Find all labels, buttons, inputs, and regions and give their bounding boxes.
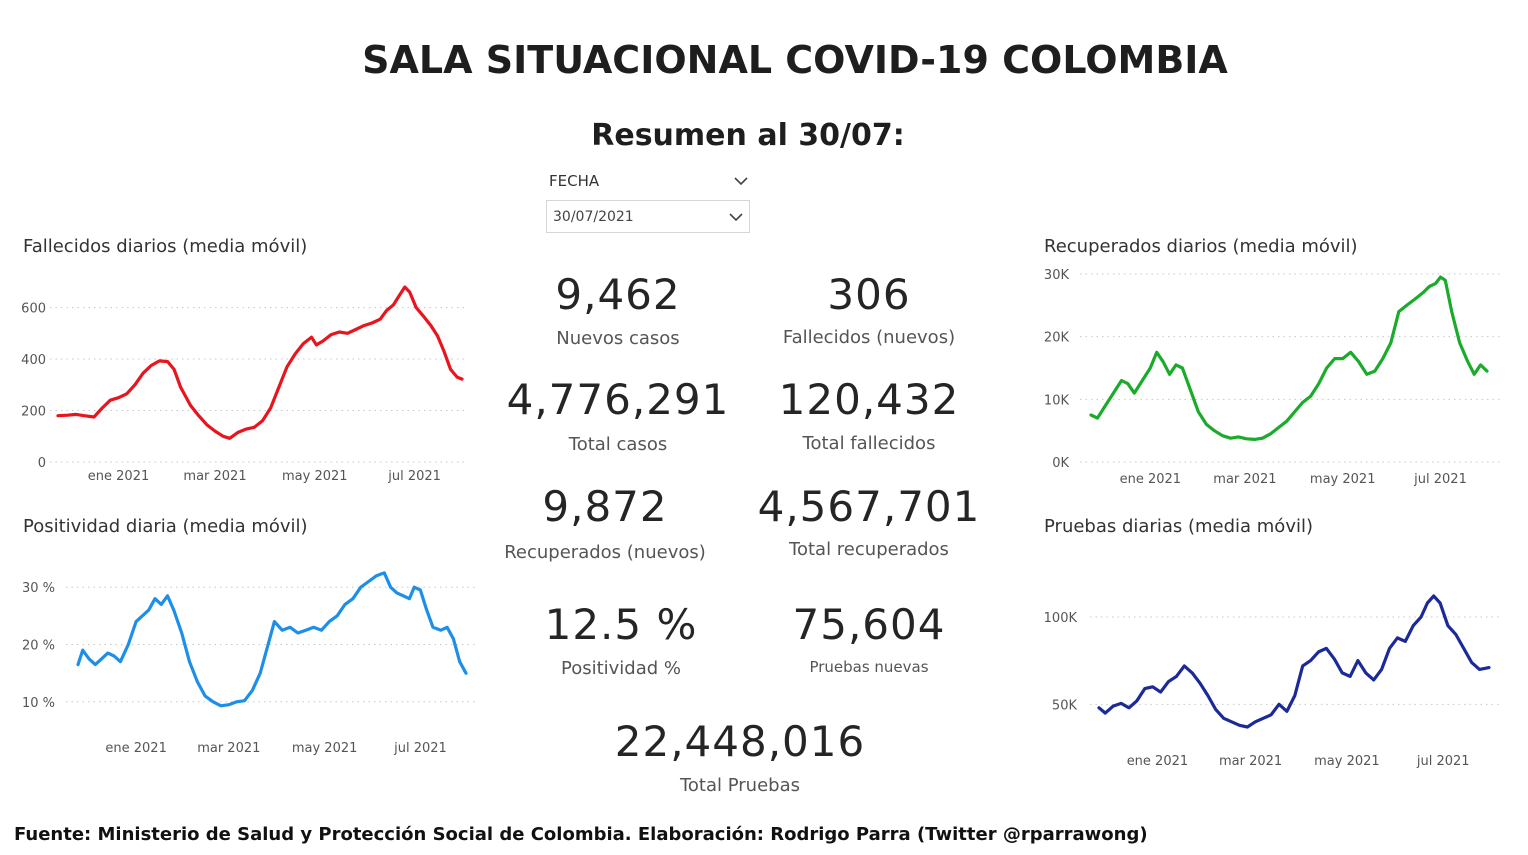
kpi-pruebas-nuevas-label: Pruebas nuevas <box>809 658 929 676</box>
kpi-fallecidos-nuevos-label: Fallecidos (nuevos) <box>782 327 956 348</box>
x-tick-label: mar 2021 <box>197 741 260 756</box>
series-line <box>1089 275 1489 441</box>
page-title: SALA SITUACIONAL COVID-19 COLOMBIA <box>362 38 1228 82</box>
x-tick-label: ene 2021 <box>88 469 149 484</box>
x-tick-label: ene 2021 <box>105 741 166 756</box>
kpi-pruebas-nuevas-value: 75,604 <box>792 600 946 649</box>
chart-title-positividad: Positividad diaria (media móvil) <box>23 516 308 537</box>
y-tick-label: 10K <box>1044 393 1070 408</box>
positividad-line-chart: 10 % 20 % 30 % ene 2021 mar 2021 may 2021 jul … <box>22 571 478 756</box>
y-tick-label: 100K <box>1044 611 1078 626</box>
kpi-total-recuperados-value: 4,567,701 <box>757 482 981 531</box>
series-line <box>76 571 468 708</box>
chevron-down-icon[interactable] <box>732 175 750 187</box>
y-tick-label: 200 <box>21 405 46 420</box>
series-line <box>1097 594 1491 729</box>
kpi-nuevos-casos-label: Nuevos casos <box>556 328 680 349</box>
x-tick-label: ene 2021 <box>1127 754 1188 769</box>
kpi-total-pruebas-value: 22,448,016 <box>614 717 866 766</box>
kpi-total-fallecidos-label: Total fallecidos <box>802 433 936 454</box>
y-tick-label: 0K <box>1052 456 1069 471</box>
x-tick-label: mar 2021 <box>1213 472 1276 487</box>
kpi-total-casos-label: Total casos <box>568 434 668 455</box>
x-tick-label: mar 2021 <box>183 469 246 484</box>
source-footer: Fuente: Ministerio de Salud y Protección… <box>14 824 1148 845</box>
x-tick-label: jul 2021 <box>1413 472 1467 487</box>
y-tick-label: 30K <box>1044 268 1070 283</box>
kpi-positividad-label: Positividad % <box>560 658 682 679</box>
x-tick-label: ene 2021 <box>1120 472 1181 487</box>
kpi-recuperados-nuevos-label: Recuperados (nuevos) <box>504 542 706 563</box>
y-tick-label: 20 % <box>22 639 55 654</box>
y-tick-label: 50K <box>1052 698 1078 713</box>
x-tick-label: may 2021 <box>1310 472 1376 487</box>
summary-subtitle: Resumen al 30/07: <box>591 118 905 153</box>
y-tick-label: 600 <box>21 302 46 317</box>
series-line <box>56 285 464 440</box>
pruebas-line-chart: 50K 100K ene 2021 mar 2021 may 2021 jul 2021 <box>1044 594 1500 769</box>
kpi-total-fallecidos-value: 120,432 <box>778 375 960 424</box>
kpi-fallecidos-nuevos-value: 306 <box>827 270 911 319</box>
x-tick-label: jul 2021 <box>1416 754 1470 769</box>
date-slicer-label: FECHA <box>549 172 600 190</box>
kpi-total-casos-value: 4,776,291 <box>506 375 730 424</box>
x-tick-label: mar 2021 <box>1219 754 1282 769</box>
x-tick-label: may 2021 <box>1314 754 1380 769</box>
date-slicer-dropdown[interactable] <box>546 200 750 233</box>
kpi-positividad-value: 12.5 % <box>544 600 698 649</box>
chart-title-pruebas: Pruebas diarias (media móvil) <box>1044 516 1313 537</box>
chevron-down-icon[interactable] <box>727 211 745 223</box>
recuperados-line-chart: 0K 10K 20K 30K ene 2021 mar 2021 may 2021 jul 2… <box>1044 268 1500 487</box>
fallecidos-line-chart: 0 200 400 600 ene 2021 mar 2021 may 2021 jul 20… <box>21 285 465 484</box>
date-slicer-value[interactable]: 30/07/2021 <box>553 209 634 225</box>
kpi-total-recuperados-label: Total recuperados <box>789 539 949 560</box>
y-tick-label: 0 <box>38 456 46 471</box>
kpi-nuevos-casos-value: 9,462 <box>555 270 681 319</box>
x-tick-label: jul 2021 <box>387 469 441 484</box>
y-tick-label: 20K <box>1044 331 1070 346</box>
kpi-recuperados-nuevos-value: 9,872 <box>542 482 668 531</box>
chart-title-recuperados: Recuperados diarios (media móvil) <box>1044 236 1358 257</box>
chart-title-fallecidos: Fallecidos diarios (media móvil) <box>23 236 308 257</box>
y-tick-label: 30 % <box>22 581 55 596</box>
y-tick-label: 10 % <box>22 696 55 711</box>
y-tick-label: 400 <box>21 353 46 368</box>
x-tick-label: may 2021 <box>282 469 348 484</box>
x-tick-label: jul 2021 <box>393 741 447 756</box>
x-tick-label: may 2021 <box>292 741 358 756</box>
kpi-total-pruebas-label: Total Pruebas <box>679 775 800 796</box>
